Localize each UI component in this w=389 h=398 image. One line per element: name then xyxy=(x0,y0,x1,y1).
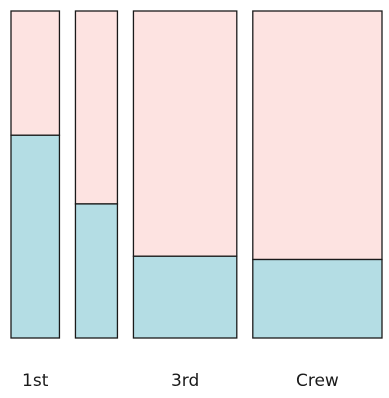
mosaic-cell-crew-top xyxy=(252,10,383,261)
mosaic-cell-2nd-bottom xyxy=(74,203,119,339)
x-tick-label-3rd: 3rd xyxy=(171,371,199,391)
mosaic-cell-2nd-top xyxy=(74,10,119,205)
mosaic-cell-3rd-bottom xyxy=(132,255,238,339)
mosaic-cell-3rd-top xyxy=(132,10,238,257)
x-tick-label-1st: 1st xyxy=(22,371,49,391)
x-tick-label-crew: Crew xyxy=(296,371,339,391)
mosaic-cell-crew-bottom xyxy=(252,258,383,339)
mosaic-cell-1st-bottom xyxy=(10,134,61,339)
mosaic-cell-1st-top xyxy=(10,10,61,136)
